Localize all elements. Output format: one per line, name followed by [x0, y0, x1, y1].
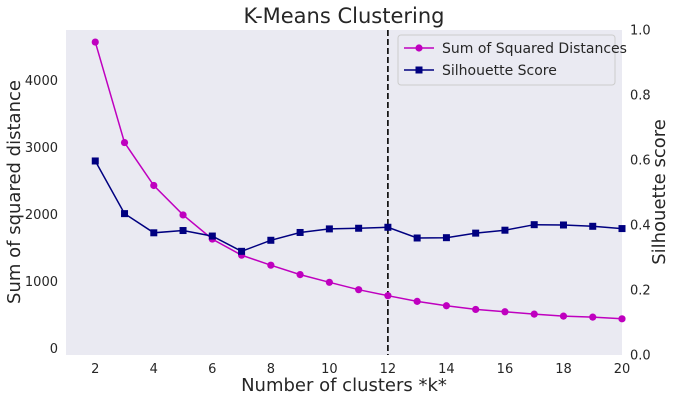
data-point: [355, 286, 363, 294]
y-right-tick-label: 0.2: [630, 284, 651, 299]
data-point: [442, 302, 451, 310]
y-right-tick-label: 0.8: [630, 89, 651, 104]
x-tick-label: 6: [208, 362, 216, 377]
data-point: [325, 225, 333, 233]
data-point: [559, 312, 568, 320]
data-point: [267, 236, 275, 244]
x-axis-title: Number of clusters *k*: [241, 375, 447, 396]
data-point: [472, 305, 480, 314]
data-point: [530, 310, 538, 318]
y-left-tick-label: 0: [50, 342, 58, 357]
data-point: [355, 224, 363, 232]
tick-labels: 2 4 6 8 10 12 14 16 18 20 0 1000 2000 3000 4000 0.0 0.2 0…: [25, 24, 651, 378]
data-point: [442, 234, 450, 242]
y-left-tick-label: 2000: [25, 208, 58, 223]
data-point: [413, 297, 421, 305]
data-point: [267, 261, 275, 269]
data-point: [589, 222, 597, 230]
data-point: [179, 227, 187, 235]
y-axis-left-title: Sum of squared distance: [4, 80, 25, 304]
data-point: [91, 38, 99, 46]
data-point: [501, 226, 509, 234]
x-tick-label: 18: [555, 362, 572, 377]
data-point: [179, 211, 187, 219]
data-point: [238, 247, 246, 255]
data-point: [150, 229, 158, 237]
x-tick-label: 14: [438, 362, 455, 377]
data-point: [296, 228, 304, 236]
data-point: [530, 221, 538, 229]
legend-label: Silhouette Score: [442, 63, 557, 79]
data-point: [501, 308, 509, 316]
x-tick-label: 2: [91, 362, 99, 377]
legend-label: Sum of Squared Distances: [442, 41, 627, 57]
legend: Sum of Squared Distances Silhouette Score: [397, 34, 627, 86]
data-point: [120, 138, 129, 147]
chart-title: K-Means Clustering: [244, 4, 445, 28]
data-point: [208, 232, 216, 240]
y-right-tick-label: 0.6: [630, 154, 651, 169]
y-right-tick-label: 1.0: [630, 24, 651, 39]
y-left-tick-label: 3000: [25, 141, 58, 156]
data-point: [472, 229, 480, 237]
data-point: [384, 223, 392, 231]
data-point: [618, 315, 626, 323]
data-point: [384, 292, 392, 300]
data-point: [325, 278, 333, 286]
y-axis-right-title: Silhouette score: [649, 119, 670, 265]
x-tick-label: 10: [321, 362, 338, 377]
data-point: [91, 157, 99, 165]
y-right-tick-label: 0.4: [630, 219, 651, 234]
x-tick-label: 4: [150, 362, 158, 377]
legend-marker: [415, 66, 423, 74]
data-point: [589, 313, 597, 321]
data-point: [413, 234, 421, 242]
legend-box: [397, 34, 616, 86]
legend-marker: [415, 44, 423, 52]
y-right-tick-label: 0.0: [630, 349, 651, 364]
y-left-tick-label: 4000: [25, 74, 58, 89]
data-point: [618, 225, 626, 233]
x-tick-label: 8: [267, 362, 275, 377]
series-group: [91, 38, 626, 323]
data-point: [559, 221, 567, 229]
data-point: [150, 181, 158, 190]
x-tick-label: 16: [497, 362, 514, 377]
x-tick-label: 20: [614, 362, 631, 377]
data-point: [121, 210, 129, 218]
y-left-tick-label: 1000: [25, 275, 58, 290]
x-tick-label: 12: [380, 362, 397, 377]
data-point: [296, 270, 304, 279]
